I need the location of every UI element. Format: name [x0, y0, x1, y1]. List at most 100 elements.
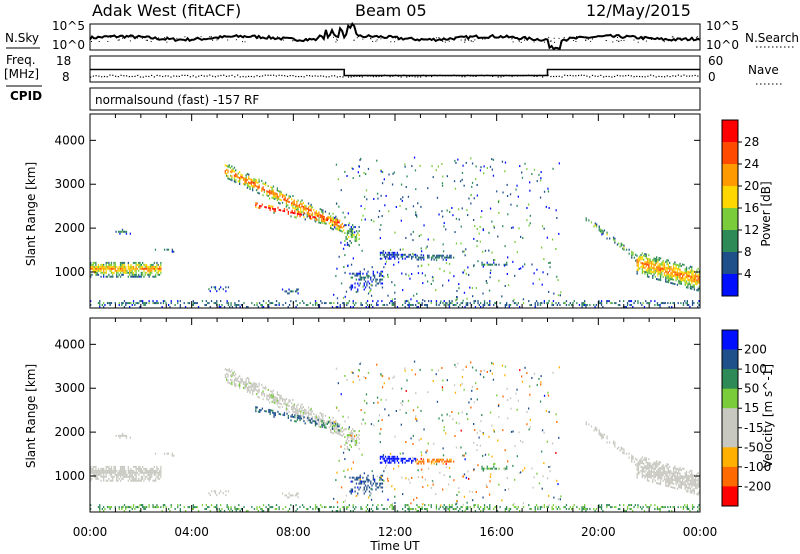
- velocity-cell: [253, 386, 255, 388]
- power-cell: [388, 253, 391, 256]
- velocity-cell: [358, 438, 360, 440]
- velocity-cell: [656, 462, 658, 465]
- power-cell: [302, 207, 304, 210]
- power-cell: [443, 304, 445, 306]
- velocity-cell: [118, 473, 120, 476]
- power-cell: [631, 254, 633, 257]
- velocity-cell: [284, 494, 286, 497]
- velocity-cell: [314, 417, 316, 420]
- velocity-cell: [129, 475, 131, 478]
- velocity-cell: [476, 398, 478, 401]
- power-cell: [109, 269, 111, 272]
- power-cell: [270, 186, 272, 189]
- velocity-cell: [675, 481, 677, 484]
- velocity-cell: [106, 471, 109, 474]
- power-cell: [142, 271, 144, 274]
- velocity-cell: [245, 382, 247, 385]
- power-cell: [692, 276, 694, 279]
- velocity-cell: [118, 469, 120, 472]
- power-cell: [95, 267, 97, 270]
- power-cell: [268, 191, 271, 194]
- power-cell: [267, 185, 269, 187]
- power-cell: [343, 266, 345, 268]
- velocity-cell: [306, 415, 308, 418]
- velocity-cell: [697, 493, 699, 496]
- power-cell: [435, 289, 437, 292]
- velocity-cell: [261, 383, 263, 386]
- nave-dot: [414, 76, 416, 78]
- velocity-cell: [113, 465, 115, 468]
- velocity-cell: [340, 428, 342, 431]
- power-cell: [96, 273, 98, 276]
- power-cell: [692, 280, 694, 283]
- power-cell: [697, 273, 699, 276]
- power-cell: [370, 278, 372, 281]
- power-cell: [688, 273, 690, 276]
- velocity-cell: [366, 476, 368, 479]
- velocity-cell: [95, 471, 97, 474]
- velocity-cell: [389, 506, 391, 509]
- velocity-cell: [291, 406, 293, 409]
- power-cell: [578, 304, 581, 306]
- power-cell: [672, 282, 675, 285]
- nave-dot: [547, 74, 549, 76]
- power-cell: [392, 251, 395, 254]
- power-cell: [346, 238, 349, 240]
- power-cell: [331, 218, 334, 221]
- power-cell: [448, 306, 451, 308]
- velocity-cell: [684, 504, 686, 507]
- nsearch-dot: [376, 39, 378, 41]
- power-cell: [280, 191, 282, 194]
- power-cell: [545, 205, 547, 208]
- velocity-cell: [659, 483, 662, 486]
- nave-dot: [264, 74, 266, 76]
- power-cell: [520, 235, 522, 238]
- power-cell: [666, 273, 668, 275]
- velocity-cell: [254, 382, 256, 385]
- power-cell: [147, 265, 149, 268]
- power-cell: [598, 225, 600, 228]
- power-cell: [340, 241, 342, 244]
- power-cell: [480, 166, 482, 169]
- velocity-cell: [344, 447, 346, 450]
- power-cell: [691, 285, 693, 288]
- power-cell: [363, 282, 365, 285]
- power-cell: [489, 302, 491, 305]
- power-cell: [667, 302, 669, 305]
- power-cell: [350, 263, 353, 266]
- velocity-cell: [288, 410, 290, 413]
- power-cell: [358, 234, 360, 236]
- velocity-cell: [349, 432, 351, 435]
- velocity-cell: [233, 370, 236, 373]
- velocity-cell: [489, 480, 491, 483]
- power-cell: [671, 278, 673, 281]
- velocity-cell: [387, 455, 389, 458]
- power-cell: [364, 276, 367, 279]
- power-cell: [346, 230, 349, 233]
- power-cell: [257, 206, 260, 209]
- velocity-cell: [110, 506, 113, 509]
- velocity-cell: [360, 361, 362, 364]
- nsearch-dot: [474, 39, 476, 41]
- power-cell: [427, 238, 429, 241]
- power-cell: [314, 300, 317, 303]
- power-cell: [676, 268, 679, 270]
- velocity-cell: [151, 467, 153, 470]
- velocity-cell: [432, 380, 434, 383]
- power-cell: [656, 266, 658, 269]
- power-cell: [96, 265, 98, 268]
- nave-dot: [672, 75, 674, 77]
- power-cell: [227, 165, 229, 168]
- power-cell: [135, 263, 137, 266]
- power-cell: [495, 263, 497, 266]
- power-cell: [261, 179, 263, 182]
- power-cell: [121, 302, 123, 305]
- velocity-cell: [289, 399, 291, 402]
- velocity-cell: [425, 451, 427, 454]
- velocity-cell: [585, 421, 587, 424]
- power-cell: [196, 302, 198, 305]
- nsearch-dot: [672, 36, 674, 38]
- velocity-cell: [469, 506, 471, 509]
- velocity-cell: [689, 475, 692, 478]
- velocity-cell: [177, 506, 179, 509]
